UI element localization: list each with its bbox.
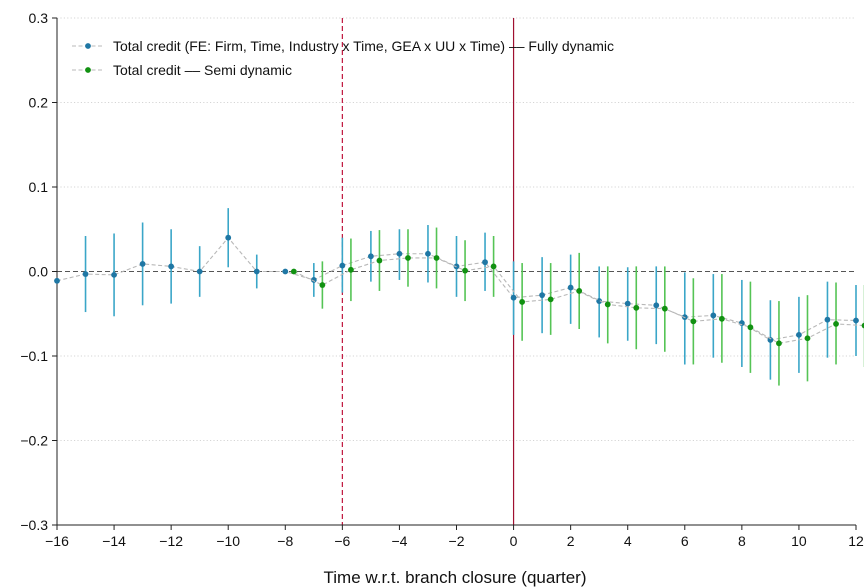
data-point bbox=[282, 268, 289, 275]
x-tick-label: −10 bbox=[216, 533, 240, 549]
data-point bbox=[853, 317, 859, 324]
x-tick-label: −8 bbox=[277, 533, 293, 549]
data-point bbox=[462, 267, 468, 274]
series-2 bbox=[290, 227, 864, 386]
data-point bbox=[367, 253, 374, 260]
data-point bbox=[604, 301, 611, 308]
data-point bbox=[653, 302, 660, 309]
data-point bbox=[82, 271, 89, 277]
legend-entry-1: Total credit (FE: Firm, Time, Industry x… bbox=[72, 38, 614, 54]
data-point bbox=[547, 296, 554, 303]
legend-label: Total credit –– Semi dynamic bbox=[113, 62, 292, 78]
data-point bbox=[139, 260, 146, 267]
data-point bbox=[519, 299, 526, 305]
data-point bbox=[433, 255, 440, 261]
x-tick-label: 0 bbox=[510, 533, 518, 549]
data-point bbox=[54, 277, 60, 284]
x-tick-label: −4 bbox=[391, 533, 407, 549]
y-tick-label: −0.2 bbox=[20, 433, 48, 449]
data-point bbox=[482, 259, 488, 266]
legend-entry-2: Total credit –– Semi dynamic bbox=[72, 62, 292, 78]
data-point bbox=[567, 284, 574, 291]
data-point bbox=[633, 304, 640, 311]
data-point bbox=[319, 282, 326, 288]
legend-marker bbox=[85, 43, 91, 49]
data-point bbox=[339, 262, 346, 269]
x-tick-label: −16 bbox=[45, 533, 69, 549]
data-point bbox=[576, 288, 583, 294]
y-tick-label: −0.3 bbox=[20, 517, 48, 533]
y-tick-label: 0.0 bbox=[29, 264, 49, 280]
x-tick-label: 6 bbox=[681, 533, 689, 549]
data-point bbox=[405, 255, 411, 261]
data-point bbox=[690, 318, 697, 325]
data-point bbox=[776, 340, 782, 347]
x-tick-label: 4 bbox=[624, 533, 632, 549]
data-point bbox=[510, 294, 517, 301]
y-tick-label: 0.2 bbox=[29, 95, 49, 111]
x-tick-label: −6 bbox=[334, 533, 350, 549]
data-point bbox=[624, 300, 631, 307]
x-tick-label: −2 bbox=[449, 533, 465, 549]
data-point bbox=[290, 268, 297, 275]
data-point bbox=[747, 324, 754, 331]
plot-series bbox=[54, 208, 864, 386]
x-tick-label: −12 bbox=[159, 533, 183, 549]
y-tick-label: 0.1 bbox=[29, 179, 49, 195]
data-point bbox=[710, 312, 717, 319]
legend-label: Total credit (FE: Firm, Time, Industry x… bbox=[113, 38, 614, 54]
data-point bbox=[490, 263, 497, 270]
data-point bbox=[824, 316, 831, 323]
x-tick-label: 8 bbox=[738, 533, 746, 549]
x-tick-label: −14 bbox=[102, 533, 126, 549]
data-point bbox=[225, 234, 232, 241]
x-tick-label: 2 bbox=[567, 533, 575, 549]
data-point bbox=[253, 268, 260, 275]
data-point bbox=[111, 271, 117, 278]
data-point bbox=[310, 277, 317, 283]
x-tick-label: 10 bbox=[791, 533, 807, 549]
data-point bbox=[376, 257, 383, 264]
legend: Total credit (FE: Firm, Time, Industry x… bbox=[72, 38, 614, 78]
y-tick-label: 0.3 bbox=[29, 10, 49, 26]
data-point bbox=[425, 250, 431, 257]
series-1 bbox=[54, 208, 859, 380]
data-point bbox=[396, 250, 403, 257]
data-point bbox=[767, 337, 774, 343]
legend-marker bbox=[85, 67, 91, 73]
data-point bbox=[861, 322, 864, 329]
data-point bbox=[718, 315, 725, 322]
axes: −0.3 −0.2 −0.1 0.0 0.1 0.2 0.3 −16 −14 −12 −10 −8 −6… bbox=[20, 10, 864, 549]
data-point bbox=[596, 298, 603, 304]
data-point bbox=[168, 263, 175, 270]
data-point bbox=[661, 305, 668, 312]
data-point bbox=[804, 335, 811, 342]
data-point bbox=[539, 292, 546, 299]
x-axis-label: Time w.r.t. branch closure (quarter) bbox=[324, 568, 587, 587]
y-tick-label: −0.1 bbox=[20, 348, 48, 364]
data-point bbox=[796, 331, 802, 338]
data-point bbox=[833, 320, 839, 327]
x-tick-label: 12 bbox=[848, 533, 864, 549]
data-point bbox=[348, 266, 354, 273]
data-point bbox=[196, 268, 203, 275]
